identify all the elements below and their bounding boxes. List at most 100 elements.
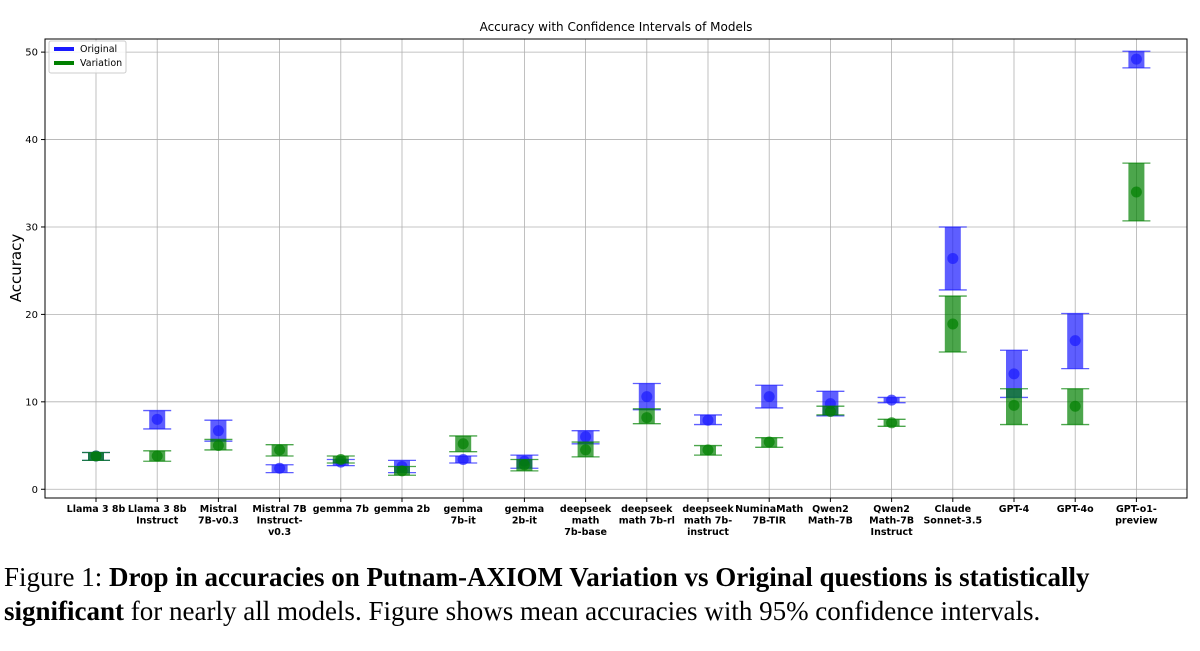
mean-point-variation xyxy=(947,318,959,330)
chart-title: Accuracy with Confidence Intervals of Mo… xyxy=(480,20,753,34)
x-tick-label-line: math xyxy=(572,516,600,527)
y-tick-label: 50 xyxy=(25,48,38,59)
x-tick-label: GPT-4 xyxy=(999,504,1030,515)
x-tick-label-line: Mistral 7B xyxy=(252,504,306,515)
x-tick-label-line: deepseek xyxy=(621,504,673,515)
mean-point-original xyxy=(1130,53,1142,65)
mean-point-original xyxy=(1008,368,1020,380)
legend: Original Variation xyxy=(48,40,127,74)
mean-point-original xyxy=(457,454,469,466)
mean-point-original xyxy=(151,413,163,425)
y-ticks: 0 10 20 30 40 50 xyxy=(25,48,45,496)
x-tick-label-line: Llama 3 8b xyxy=(67,504,126,515)
y-tick-label: 10 xyxy=(25,397,38,408)
mean-point-variation xyxy=(1008,399,1020,411)
confidence-interval-chart: Accuracy with Confidence Intervals of Mo… xyxy=(7,20,1188,538)
mean-point-variation xyxy=(151,450,163,462)
x-tick-label-line: preview xyxy=(1115,516,1158,527)
x-tick-label-line: deepseek xyxy=(560,504,612,515)
x-tick-label-line: math 7b-rl xyxy=(619,516,675,527)
y-tick-label: 40 xyxy=(25,135,38,146)
mean-point-variation xyxy=(641,412,653,424)
mean-point-variation xyxy=(396,465,408,477)
x-tick-label-line: Math-7B xyxy=(808,516,853,527)
y-axis-label: Accuracy xyxy=(7,234,25,303)
x-tick-label-line: v0.3 xyxy=(268,527,291,538)
x-tick-label-line: Sonnet-3.5 xyxy=(923,516,982,527)
mean-point-variation xyxy=(457,438,469,450)
x-tick-label-line: gemma xyxy=(443,504,482,515)
x-tick-label-line: NuminaMath xyxy=(735,504,803,515)
x-tick-label: Llama 3 8b xyxy=(67,504,126,515)
x-tick-label: NuminaMath 7B-TIR xyxy=(735,504,803,527)
y-tick-label: 20 xyxy=(25,310,38,321)
x-tick-label: Mistral 7B Instruct-v0.3 xyxy=(252,504,306,538)
x-tick-label-line: gemma 2b xyxy=(374,504,430,515)
figure-caption: Figure 1: Drop in accuracies on Putnam-A… xyxy=(4,560,1196,628)
caption-rest: for nearly all models. Figure shows mean… xyxy=(124,596,1041,626)
x-tick-label-line: Qwen2 xyxy=(812,504,849,515)
mean-point-variation xyxy=(274,444,286,456)
x-tick-label: Mistral 7B-v0.3 xyxy=(198,504,239,527)
mean-point-original xyxy=(212,425,224,437)
x-tick-label-line: instruct xyxy=(687,527,729,538)
x-tick-label: gemma 2b-it xyxy=(505,504,544,527)
x-tick-label: gemma 2b xyxy=(374,504,430,515)
mean-point-original xyxy=(947,252,959,264)
caption-bold: Drop in accuracies on Putnam-AXIOM Varia… xyxy=(4,562,1090,626)
x-tick-label: GPT-o1-preview xyxy=(1115,504,1158,527)
mean-point-original xyxy=(763,391,775,403)
x-tick-label-line: 7b-base xyxy=(564,527,607,538)
x-tick-label: Llama 3 8b Instruct xyxy=(128,504,187,527)
mean-point-original xyxy=(702,414,714,426)
x-tick-label-line: GPT-4 xyxy=(999,504,1030,515)
x-tick-label-line: Math-7B xyxy=(869,516,914,527)
y-tick-label: 0 xyxy=(32,485,38,496)
x-tick-label-line: Instruct xyxy=(871,527,914,538)
mean-point-original xyxy=(886,394,898,406)
mean-point-original xyxy=(1069,335,1081,347)
mean-point-original xyxy=(580,431,592,443)
x-tick-label-line: Instruct xyxy=(136,516,179,527)
mean-point-original xyxy=(641,391,653,403)
x-tick-label-line: 2b-it xyxy=(512,516,538,527)
mean-point-original xyxy=(274,462,286,474)
mean-point-variation xyxy=(518,459,530,471)
x-tick-label: Qwen2 Math-7B Instruct xyxy=(869,504,914,538)
legend-label-original: Original xyxy=(80,44,117,55)
x-tick-label: GPT-4o xyxy=(1057,504,1094,515)
x-tick-label: deepseek math 7b-base xyxy=(560,504,612,538)
x-tick-label-line: Instruct- xyxy=(257,516,303,527)
x-tick-label: Claude Sonnet-3.5 xyxy=(923,504,982,527)
ci-bars xyxy=(82,50,1151,477)
x-tick-label: deepseek math 7b-instruct xyxy=(682,504,734,538)
x-tick-label-line: 7B-v0.3 xyxy=(198,516,239,527)
x-tick-label-line: Llama 3 8b xyxy=(128,504,187,515)
legend-label-variation: Variation xyxy=(80,58,122,69)
mean-point-variation xyxy=(212,440,224,452)
x-tick-label-line: gemma xyxy=(505,504,544,515)
x-tick-label-line: 7B-TIR xyxy=(752,516,786,527)
x-tick-label-line: gemma 7b xyxy=(313,504,369,515)
x-tick-label-line: math 7b- xyxy=(684,516,732,527)
x-tick-label-line: Mistral xyxy=(200,504,237,515)
mean-point-variation xyxy=(824,405,836,417)
x-tick-label-line: GPT-4o xyxy=(1057,504,1094,515)
x-tick-label-line: Qwen2 xyxy=(873,504,910,515)
axes-frame xyxy=(44,38,1188,499)
mean-point-variation xyxy=(702,444,714,456)
x-tick-label-line: GPT-o1- xyxy=(1116,504,1157,515)
x-tick-label: gemma 7b-it xyxy=(443,504,482,527)
caption-prefix: Figure 1: xyxy=(4,562,109,592)
mean-point-variation xyxy=(90,450,102,462)
mean-point-variation xyxy=(1069,400,1081,412)
x-tick-label: gemma 7b xyxy=(313,504,369,515)
mean-point-variation xyxy=(763,436,775,448)
mean-point-variation xyxy=(335,454,347,466)
mean-point-variation xyxy=(580,444,592,456)
mean-point-variation xyxy=(886,417,898,429)
x-tick-label-line: deepseek xyxy=(682,504,734,515)
x-tick-label: Qwen2 Math-7B xyxy=(808,504,853,527)
x-tick-label: deepseek math 7b-rl xyxy=(619,504,675,527)
